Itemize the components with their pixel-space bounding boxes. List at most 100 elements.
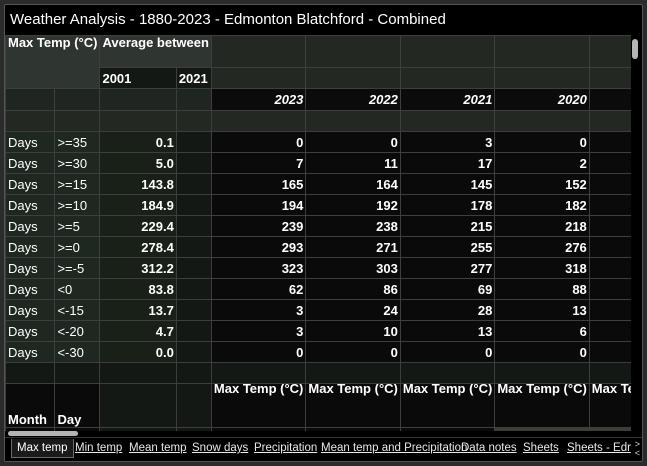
value-cell[interactable]: 255 xyxy=(399,236,496,258)
blank-cell[interactable] xyxy=(175,320,212,342)
value-cell[interactable]: 8 xyxy=(588,320,631,342)
row-condition[interactable]: <-15 xyxy=(54,299,101,321)
row-label[interactable]: Days xyxy=(5,299,56,321)
blank-cell[interactable] xyxy=(54,362,101,384)
value-cell[interactable]: 6 xyxy=(494,320,590,342)
tab-precipitation[interactable]: Precipitation xyxy=(254,442,318,454)
value-cell[interactable]: 2 xyxy=(494,152,590,174)
value-cell[interactable]: 271 xyxy=(305,236,401,258)
blank-cell[interactable] xyxy=(99,383,177,428)
blank-cell[interactable] xyxy=(175,173,212,195)
tab-min-temp[interactable]: Min temp xyxy=(75,442,123,454)
blank-cell[interactable] xyxy=(399,110,496,132)
header-spacer[interactable] xyxy=(210,35,307,68)
row-condition[interactable]: <-30 xyxy=(54,341,101,363)
value-cell[interactable]: 0 xyxy=(210,131,307,153)
value-cell[interactable]: 215 xyxy=(399,215,496,237)
row-average[interactable]: 229.4 xyxy=(99,215,177,237)
blank-cell[interactable] xyxy=(5,88,56,111)
row-average[interactable]: 312.2 xyxy=(99,257,177,279)
header-spacer[interactable] xyxy=(399,67,496,89)
row-average[interactable]: 83.8 xyxy=(99,278,177,300)
value-cell[interactable]: 13 xyxy=(399,320,496,342)
corner-header[interactable]: Max Temp (°C) xyxy=(5,35,101,89)
vertical-scrollbar[interactable] xyxy=(632,37,639,429)
year-header[interactable]: 2022 xyxy=(305,88,401,111)
year-header[interactable]: 2019 xyxy=(588,88,631,111)
blank-cell[interactable] xyxy=(175,278,212,300)
row-condition[interactable]: >=30 xyxy=(54,152,101,174)
value-cell[interactable]: 145 xyxy=(399,173,496,195)
blank-cell[interactable] xyxy=(175,341,212,363)
value-cell[interactable]: 293 xyxy=(210,236,307,258)
row-label[interactable]: Days xyxy=(5,215,56,237)
row-average[interactable]: 4.7 xyxy=(99,320,177,342)
max-temp-col-header[interactable]: Max Temp (°C) xyxy=(305,383,401,428)
row-condition[interactable]: <0 xyxy=(54,278,101,300)
max-temp-col-header[interactable]: Max Temp (°C) xyxy=(494,383,590,428)
value-cell[interactable]: 3 xyxy=(210,320,307,342)
blank-cell[interactable] xyxy=(399,362,496,384)
header-spacer[interactable] xyxy=(494,35,590,68)
blank-cell[interactable] xyxy=(175,236,212,258)
tab-mean-temp[interactable]: Mean temp xyxy=(129,442,187,454)
month-cell[interactable]: 1 xyxy=(5,427,56,431)
blank-cell[interactable] xyxy=(175,299,212,321)
tab-next-arrow-icon[interactable]: > xyxy=(634,439,640,449)
value-cell[interactable]: 277 xyxy=(399,257,496,279)
header-spacer[interactable] xyxy=(588,67,631,89)
year-header[interactable]: 2023 xyxy=(210,88,307,111)
value-cell[interactable]: 318 xyxy=(494,257,590,279)
value-cell[interactable]: 218 xyxy=(494,215,590,237)
value-cell[interactable]: 183 xyxy=(588,194,631,216)
header-spacer[interactable] xyxy=(305,67,401,89)
month-header[interactable]: Month xyxy=(5,383,56,428)
blank-cell[interactable] xyxy=(494,362,590,384)
header-spacer[interactable] xyxy=(588,35,631,68)
blank-cell[interactable] xyxy=(588,362,631,384)
row-label[interactable]: Days xyxy=(5,131,56,153)
value-cell[interactable]: 0 xyxy=(588,131,631,153)
blank-cell[interactable] xyxy=(175,88,212,111)
row-condition[interactable]: <-20 xyxy=(54,320,101,342)
value-cell[interactable]: 69 xyxy=(399,278,496,300)
blank-cell[interactable] xyxy=(175,194,212,216)
row-label[interactable]: Days xyxy=(5,341,56,363)
tab-data-notes[interactable]: Data notes xyxy=(461,442,517,454)
value-cell[interactable]: 7 xyxy=(210,152,307,174)
row-average[interactable]: 5.0 xyxy=(99,152,177,174)
header-spacer[interactable] xyxy=(399,35,496,68)
value-cell[interactable]: 62 xyxy=(210,278,307,300)
row-average[interactable]: 184.9 xyxy=(99,194,177,216)
tab-prev-arrow-icon[interactable]: < xyxy=(634,448,640,458)
value-cell[interactable]: 307 xyxy=(588,257,631,279)
blank-cell[interactable] xyxy=(588,110,631,132)
tab-mean-temp-and-precipitation[interactable]: Mean temp and Precipitation xyxy=(321,442,468,454)
blank-cell[interactable] xyxy=(54,88,101,111)
blank-cell[interactable] xyxy=(305,362,401,384)
range-from-cell[interactable]: 2001 xyxy=(99,67,177,89)
row-average[interactable]: 143.8 xyxy=(99,173,177,195)
blank-cell[interactable] xyxy=(54,110,101,132)
value-cell[interactable]: 88 xyxy=(588,278,631,300)
blank-cell[interactable] xyxy=(175,362,212,384)
header-spacer[interactable] xyxy=(210,67,307,89)
row-condition[interactable]: >=10 xyxy=(54,194,101,216)
value-cell[interactable]: 3 xyxy=(399,131,496,153)
row-label[interactable]: Days xyxy=(5,173,56,195)
value-cell[interactable]: 276 xyxy=(494,236,590,258)
blank-cell[interactable] xyxy=(99,88,177,111)
value-cell[interactable]: 152 xyxy=(494,173,590,195)
value-cell[interactable]: 182 xyxy=(494,194,590,216)
year-header[interactable]: 2020 xyxy=(494,88,590,111)
value-cell[interactable]: 0 xyxy=(494,131,590,153)
value-cell[interactable]: 239 xyxy=(210,215,307,237)
row-condition[interactable]: >=0 xyxy=(54,236,101,258)
row-average[interactable]: 278.4 xyxy=(99,236,177,258)
header-spacer[interactable] xyxy=(494,67,590,89)
value-cell[interactable]: 28 xyxy=(399,299,496,321)
value-cell[interactable]: 11 xyxy=(305,152,401,174)
blank-cell[interactable] xyxy=(175,110,212,132)
blank-cell[interactable] xyxy=(99,362,177,384)
blank-cell[interactable] xyxy=(99,110,177,132)
